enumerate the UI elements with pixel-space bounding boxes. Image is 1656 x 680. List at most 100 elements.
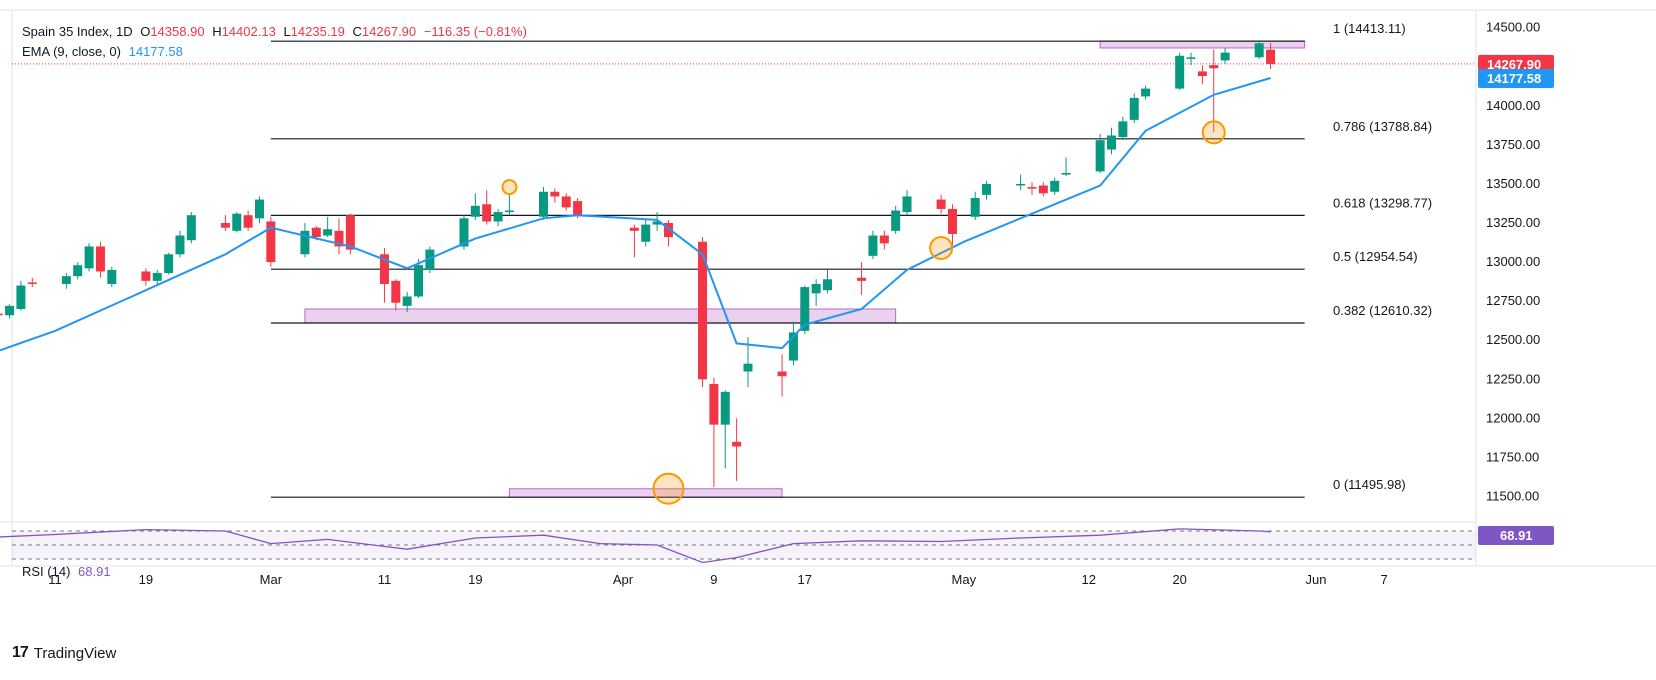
candle-body-23: [334, 230, 344, 247]
candle-body-31: [470, 205, 480, 217]
brand-name: TradingView: [33, 644, 117, 662]
y-tick-label: 13000.00: [1486, 254, 1540, 269]
rsi-label: RSI (14): [22, 564, 71, 579]
candle-body-68: [1107, 135, 1117, 150]
fib-label-0.618: 0.618 (13298.77): [1333, 195, 1432, 210]
candle-body-48: [777, 371, 787, 377]
candle-body-25: [379, 254, 389, 284]
candle-body-1: [0, 313, 3, 316]
candle-body-8: [95, 246, 105, 272]
candle-body-26: [391, 280, 401, 303]
y-tick-label: 12750.00: [1486, 293, 1540, 308]
ema-line: [0, 77, 1271, 352]
candle-body-32: [482, 204, 492, 222]
candle-body-9: [107, 269, 117, 284]
symbol-label: Spain 35 Index, 1D: [22, 24, 133, 39]
candle-body-71: [1141, 88, 1151, 97]
zone-rect-2: [508, 488, 783, 498]
x-tick-label: 17: [798, 572, 812, 587]
candle-body-70: [1129, 97, 1139, 120]
candle-body-44: [709, 384, 719, 425]
candle-body-38: [573, 201, 583, 216]
y-tick-label: 14000.00: [1486, 98, 1540, 113]
candle-body-63: [1027, 187, 1037, 189]
candle-body-43: [698, 241, 708, 380]
candle-body-16: [232, 213, 242, 231]
candle-body-69: [1118, 121, 1128, 138]
candle-body-59: [947, 208, 957, 234]
candle-body-45: [720, 391, 730, 425]
candle-body-57: [902, 196, 912, 213]
y-tick-label: 13750.00: [1486, 137, 1540, 152]
high-readout: H14402.13: [212, 24, 276, 39]
candle-body-78: [1266, 49, 1276, 64]
fib-label-1: 1 (14413.11): [1333, 21, 1406, 36]
low-label: L: [283, 24, 291, 39]
y-tick-label: 11500.00: [1486, 489, 1539, 504]
candle-body-35: [538, 191, 548, 217]
y-tick-label: 13500.00: [1486, 176, 1540, 191]
candle-body-28: [414, 265, 424, 297]
candle-body-27: [402, 296, 412, 306]
candle-body-18: [254, 199, 264, 219]
candle-body-36: [550, 191, 560, 197]
candle-body-24: [345, 215, 355, 250]
candle-body-76: [1220, 52, 1230, 61]
rsi-badge: [1478, 526, 1554, 545]
rsi-badge-label: 68.91: [1500, 528, 1533, 543]
candle-body-4: [27, 282, 37, 284]
candle-body-20: [300, 230, 310, 255]
candle-body-77: [1254, 43, 1264, 58]
change-value: −116.35 (−0.81%): [423, 24, 527, 39]
price-badge-1: [1478, 69, 1554, 89]
highlight-marker-3: [1201, 120, 1226, 145]
candle-body-21: [311, 227, 321, 238]
close-value: 14267.90: [361, 24, 417, 39]
candle-body-75: [1209, 65, 1219, 69]
y-tick-label: 12500.00: [1486, 332, 1540, 347]
price-badge-label-0: 14267.90: [1487, 57, 1541, 72]
candle-body-19: [266, 221, 276, 263]
candle-body-64: [1038, 185, 1048, 194]
tradingview-brand[interactable]: 17 TradingView: [12, 644, 116, 662]
candle-body-47: [743, 363, 753, 372]
candle-body-12: [164, 254, 174, 274]
candle-body-52: [823, 279, 833, 291]
candle-body-40: [641, 224, 651, 242]
rsi-value-legend: 68.91: [78, 564, 111, 579]
candle-body-62: [1016, 183, 1026, 186]
low-value: 14235.19: [290, 24, 345, 39]
candle-body-11: [152, 273, 162, 281]
x-tick-label: Mar: [260, 572, 283, 587]
candle-body-46: [732, 441, 742, 447]
candle-body-13: [175, 235, 185, 255]
price-badge-label-1: 14177.58: [1487, 71, 1541, 86]
rsi-line: [0, 528, 1271, 564]
open-readout: O14358.90: [140, 24, 204, 39]
x-tick-label: 12: [1082, 572, 1096, 587]
candle-body-10: [141, 271, 151, 281]
candle-body-50: [800, 287, 810, 331]
ema-label: EMA (9, close, 0): [22, 44, 121, 59]
x-tick-label: 11: [378, 572, 392, 587]
tradingview-logo-icon: 17: [12, 644, 29, 661]
fib-label-0.786: 0.786 (13788.84): [1333, 119, 1432, 134]
candle-body-49: [788, 332, 798, 361]
candle-body-55: [879, 235, 889, 244]
y-tick-label: 14500.00: [1486, 20, 1540, 35]
close-readout: C14267.90: [353, 24, 417, 39]
candle-body-39: [629, 227, 639, 231]
candle-body-41: [652, 221, 662, 225]
fib-label-0.5: 0.5 (12954.54): [1333, 249, 1418, 264]
close-label: C: [352, 24, 362, 39]
candle-body-67: [1095, 140, 1105, 172]
high-label: H: [212, 24, 222, 39]
candle-body-6: [73, 265, 83, 277]
zone-rect-0: [1099, 40, 1306, 49]
candle-body-56: [891, 210, 901, 231]
candle-body-54: [868, 235, 878, 256]
fib-label-0: 0 (11495.98): [1333, 477, 1406, 492]
candle-body-66: [1061, 172, 1071, 175]
